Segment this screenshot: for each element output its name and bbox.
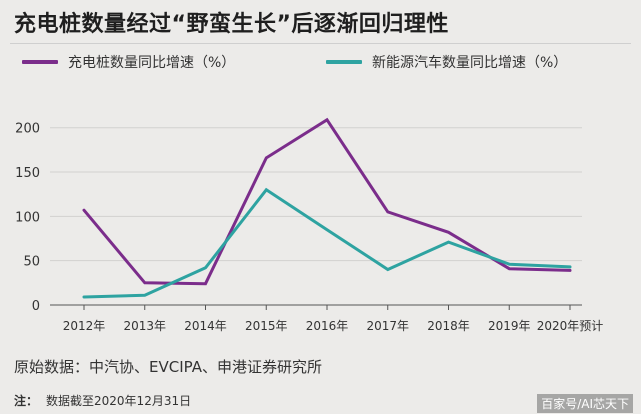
data-point-nev [508,263,511,266]
chart-title: 充电桩数量经过“野蛮生长”后逐渐回归理性 [14,12,449,37]
y-tick-label: 50 [23,255,40,270]
data-point-nev [325,228,329,231]
watermark: 百家号/AI芯天下 [537,394,633,413]
data-point-nev [386,268,389,271]
y-tick-label: 200 [15,122,40,137]
legend-divider [10,43,631,44]
x-tick-label: 2019年 [488,319,531,333]
x-tick-label: 2016年 [306,319,349,333]
data-point-nev [204,266,207,269]
legend-item-nev: 新能源汽车数量同比增速（%） [326,52,567,72]
x-tick-label: 2014年 [184,319,227,333]
data-point-charging-piles [265,156,268,160]
legend-swatch-nev [326,60,362,64]
legend-item-charging-piles: 充电桩数量同比增速（%） [22,52,235,72]
x-tick-label: 2020年预计 [537,319,604,333]
x-tick-label: 2018年 [427,319,470,333]
data-point-charging-piles [204,282,207,285]
legend-label-charging-piles: 充电桩数量同比增速（%） [68,55,236,71]
data-point-nev [143,294,146,297]
data-point-charging-piles [508,267,511,270]
data-point-charging-piles [447,231,450,234]
x-tick-label: 2013年 [123,319,166,333]
data-point-charging-piles [568,269,572,272]
y-tick-label: 100 [15,210,40,225]
data-point-nev [82,295,86,299]
footnote-label: 注： [14,394,39,408]
data-point-charging-piles [386,210,389,214]
x-tick-label: 2012年 [63,319,106,333]
data-point-nev [568,265,572,269]
x-tick-label: 2015年 [245,319,288,333]
footnote-text: 数据截至2020年12月31日 [46,394,192,408]
data-point-nev [447,240,450,244]
x-tick-label: 2017年 [366,319,409,333]
data-source: 原始数据：中汽协、EVCIPA、申港证券研究所 [14,358,322,376]
series-line-nev [82,187,572,299]
footnote: 注： 数据截至2020年12月31日 [14,392,191,409]
legend-swatch-charging-piles [22,60,58,64]
data-point-charging-piles [325,118,329,121]
data-point-nev [265,188,268,191]
data-point-charging-piles [82,208,86,212]
data-point-charging-piles [143,281,146,285]
legend-label-nev: 新能源汽车数量同比增速（%） [372,55,568,71]
y-tick-label: 150 [15,166,40,181]
y-tick-label: 0 [32,299,40,314]
